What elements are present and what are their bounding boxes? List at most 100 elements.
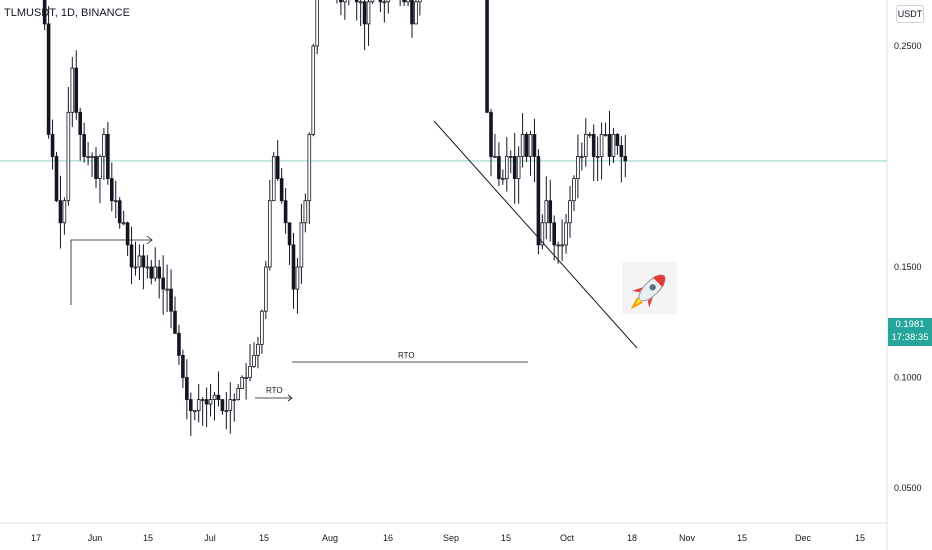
x-tick-label: 15: [501, 533, 511, 543]
candle-body: [220, 399, 225, 412]
x-tick-label: Oct: [560, 533, 575, 543]
candle-body: [303, 200, 308, 224]
x-tick-label: Sep: [443, 533, 459, 543]
candle-body: [497, 156, 501, 180]
symbol-header[interactable]: TLMUSDT, 1D, BINANCE: [4, 7, 130, 19]
candle-body: [169, 288, 173, 312]
candle-body: [216, 394, 221, 400]
current-price-value: 0.1981: [895, 319, 925, 330]
candle-body: [110, 178, 114, 202]
candle-body: [307, 133, 312, 202]
candle-body: [264, 266, 268, 312]
candle-body: [603, 133, 608, 136]
candle-body: [552, 222, 556, 246]
candle-body: [82, 133, 86, 157]
candle-body: [382, 1, 387, 4]
candle-body: [54, 156, 59, 202]
horizontal-ray-arrowhead: [146, 235, 153, 245]
candle-body: [295, 266, 300, 290]
candle-body: [86, 156, 90, 158]
candle-body: [410, 0, 414, 25]
candle-body: [544, 200, 549, 224]
candle-body: [611, 133, 616, 157]
candle-body: [536, 156, 541, 246]
candle-body: [271, 156, 276, 202]
candle-body: [591, 133, 596, 157]
candles-group: [42, 0, 628, 437]
candle-body: [129, 244, 134, 268]
x-tick-label: Jun: [88, 533, 103, 543]
x-tick-label: 15: [737, 533, 747, 543]
candle-body: [165, 288, 169, 291]
candle-body: [161, 277, 165, 290]
candle-body: [267, 200, 272, 268]
candle-body: [512, 156, 517, 180]
horizontal-ray-arrow[interactable]: [70, 239, 152, 305]
candle-body: [568, 200, 572, 224]
x-tick-label: 15: [855, 533, 865, 543]
candle-body: [94, 156, 98, 180]
candle-body: [157, 266, 162, 279]
candle-body: [548, 200, 553, 224]
candle-body: [299, 222, 304, 268]
candle-body: [287, 222, 292, 246]
candle-body: [177, 332, 181, 356]
x-tick-label: 17: [31, 533, 41, 543]
candle-body: [58, 200, 63, 224]
x-tick-label: Jul: [204, 533, 216, 543]
candle-body: [244, 377, 248, 379]
candle-body: [66, 111, 71, 202]
candle-body: [520, 133, 525, 157]
candle-body: [556, 244, 560, 247]
candle-body: [414, 1, 418, 25]
y-tick-label: 0.2500: [894, 41, 922, 51]
candle-body: [315, 0, 319, 47]
candle-body: [204, 399, 209, 405]
candle-body: [339, 0, 343, 3]
candle-body: [311, 45, 316, 135]
candle-body: [106, 133, 110, 179]
candle-body: [615, 133, 620, 146]
candle-body: [208, 399, 213, 405]
candle-body: [196, 399, 201, 412]
candle-body: [232, 399, 237, 402]
candle-body: [291, 244, 296, 290]
candle-body: [540, 222, 545, 246]
candle-body: [599, 133, 604, 157]
x-tick-label: 15: [259, 533, 269, 543]
x-tick-label: Dec: [795, 533, 812, 543]
candle-body: [102, 133, 106, 157]
currency-button[interactable]: USDT: [896, 5, 924, 23]
candle-body: [354, 0, 359, 3]
candle-body: [358, 1, 363, 4]
candle-body: [623, 156, 628, 162]
candle-body: [121, 222, 126, 225]
candle-body: [508, 156, 513, 158]
candle-body: [78, 111, 83, 135]
candle-body: [236, 388, 241, 400]
y-tick-label: 0.1500: [894, 262, 922, 272]
candle-body: [572, 178, 576, 202]
y-tick-label: 0.1000: [894, 373, 922, 383]
candle-body: [185, 377, 189, 401]
trend-line[interactable]: [433, 120, 638, 349]
candle-body: [528, 133, 533, 157]
candle-body: [252, 354, 256, 367]
candle-body: [580, 156, 584, 158]
x-tick-label: 16: [383, 533, 393, 543]
candle-body: [516, 156, 521, 180]
candle-body: [228, 399, 233, 412]
candle-body: [125, 222, 130, 246]
candle-body: [279, 178, 284, 202]
countdown-timer: 17:38:35: [891, 332, 929, 343]
candle-body: [283, 200, 288, 224]
candle-body: [366, 1, 371, 25]
candle-body: [564, 222, 568, 246]
candle-body: [256, 343, 260, 356]
candle-body: [74, 67, 79, 113]
candle-body: [275, 156, 280, 180]
candle-body: [46, 23, 51, 135]
candle-body: [192, 410, 197, 413]
candle-body: [595, 156, 600, 158]
